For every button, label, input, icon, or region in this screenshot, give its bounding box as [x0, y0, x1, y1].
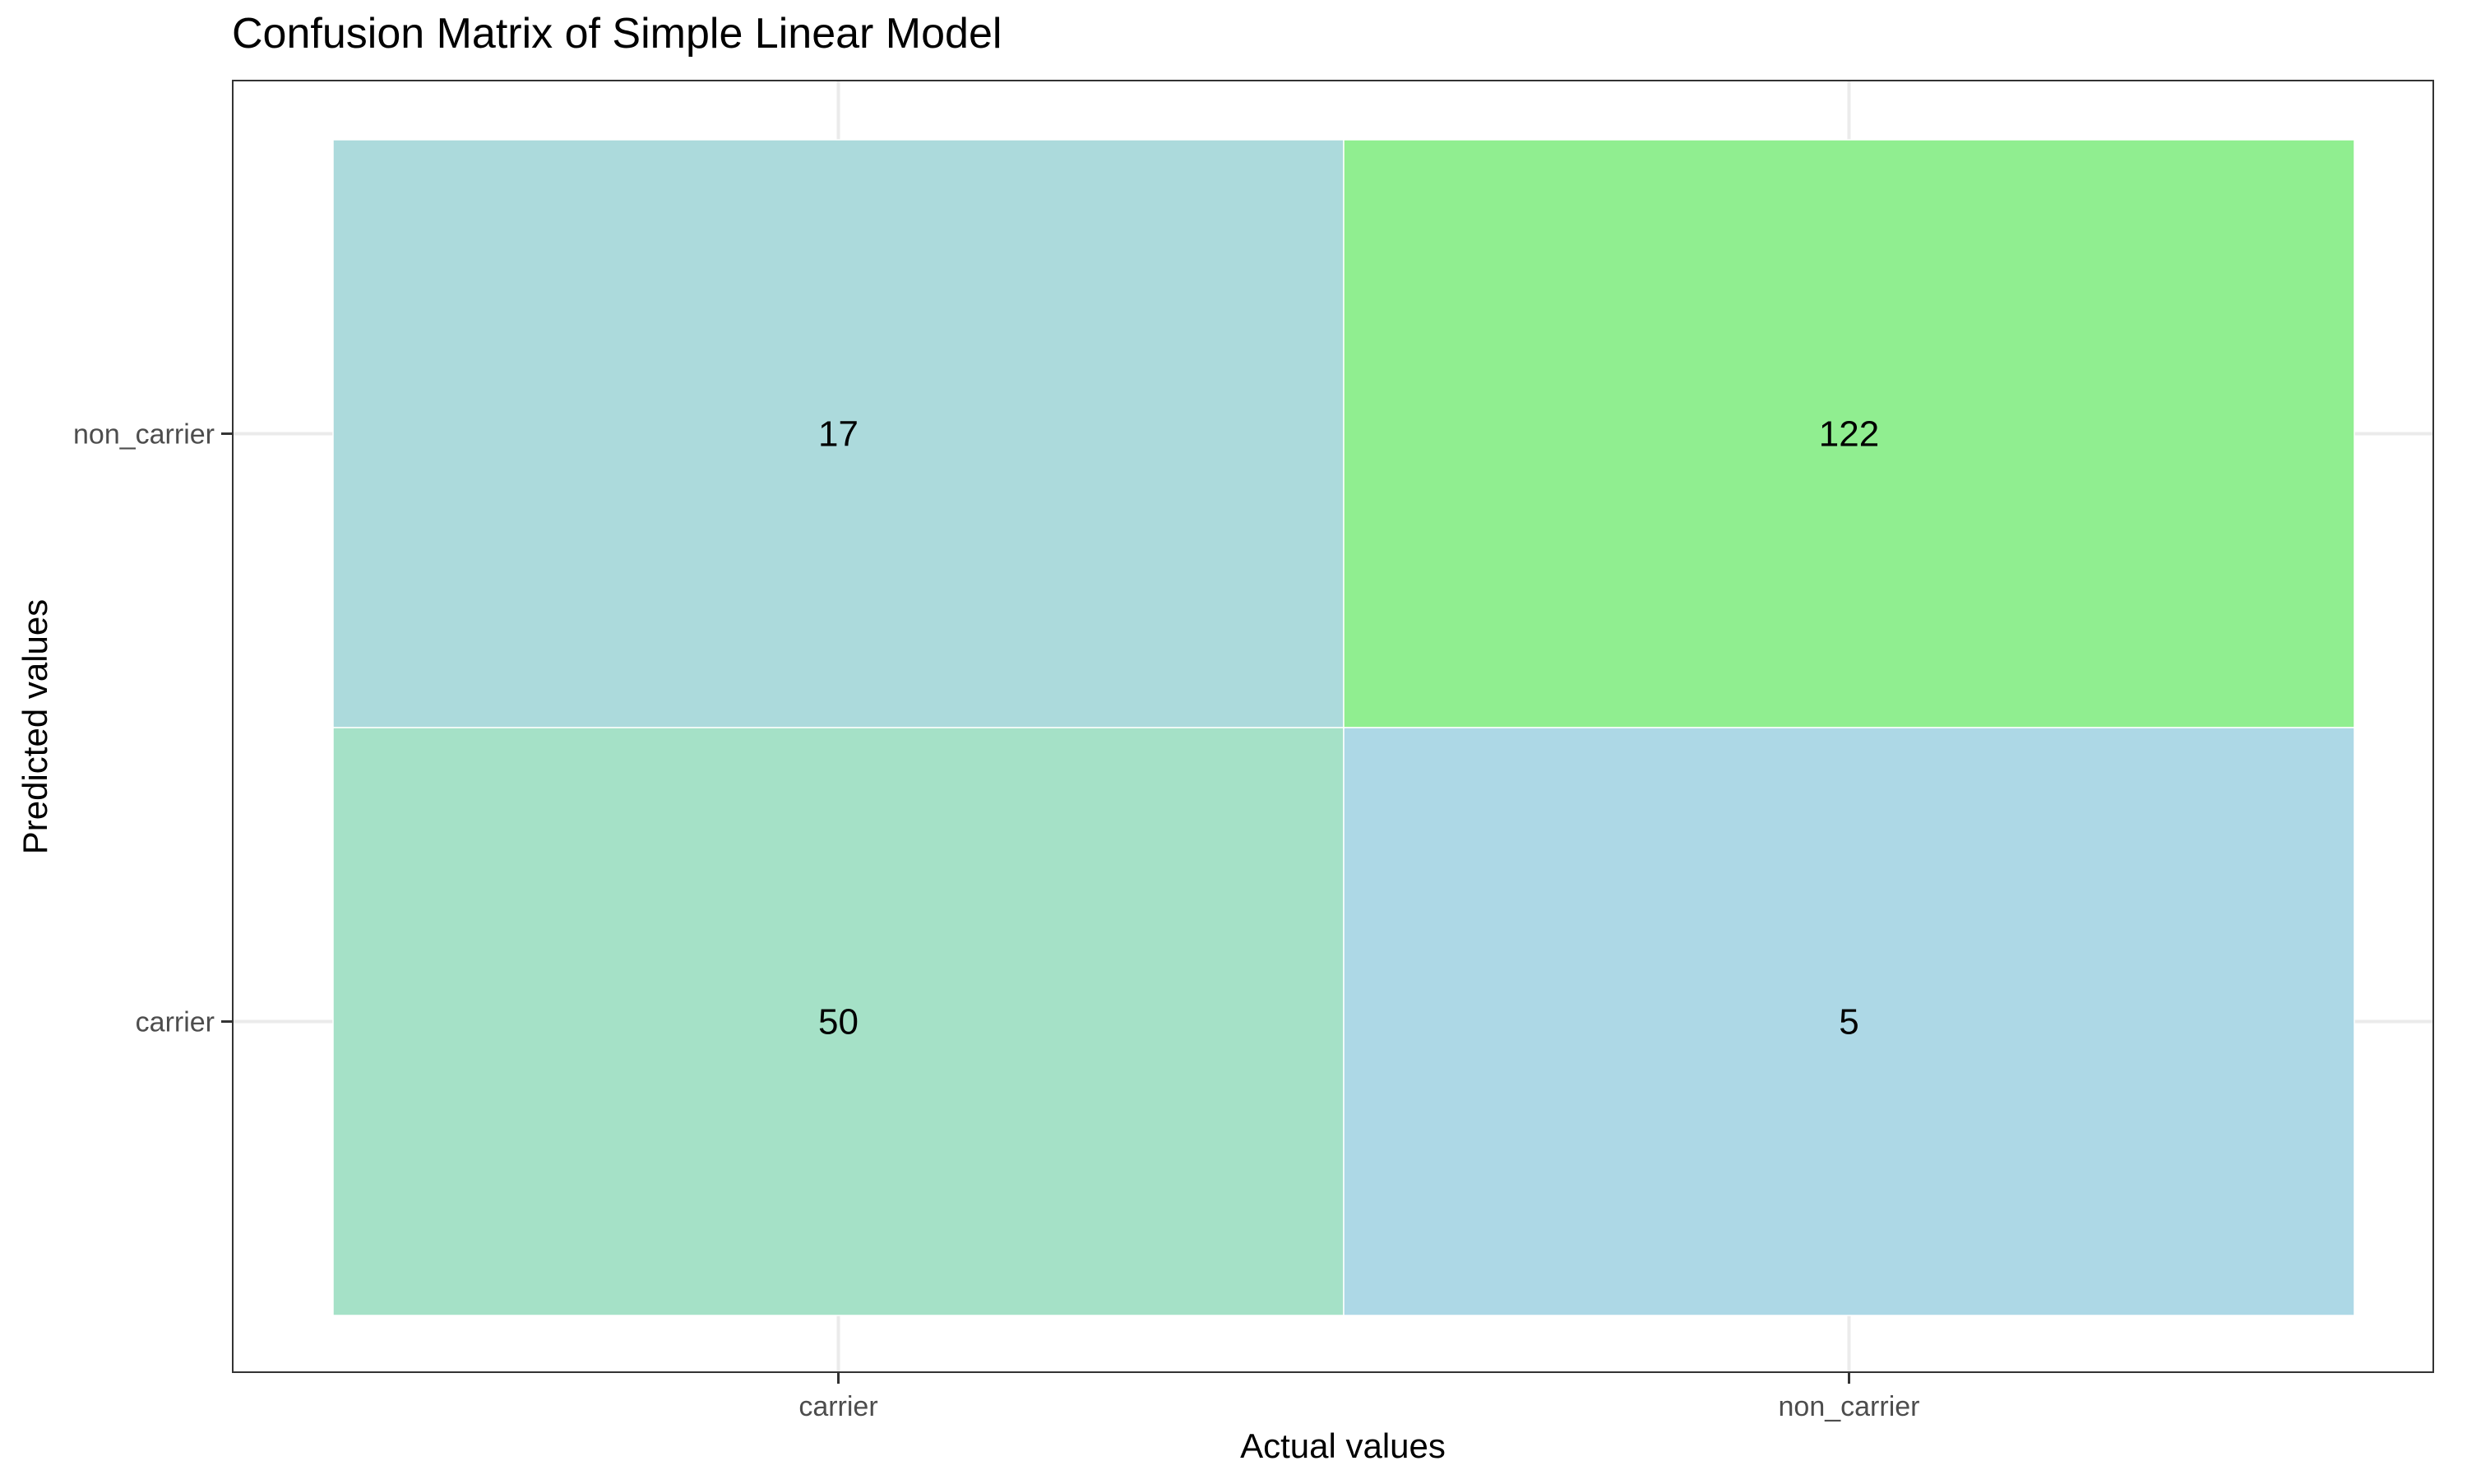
y-tick-label: non_carrier [73, 419, 215, 451]
x-axis: carrier non_carrier [798, 1372, 1919, 1422]
x-tick-label: carrier [798, 1391, 877, 1422]
heatmap-cells [332, 139, 2355, 1316]
cell-value-label: 5 [1839, 1002, 1858, 1042]
chart-title: Confusion Matrix of Simple Linear Model [232, 10, 1002, 58]
x-tick-label: non_carrier [1779, 1391, 1920, 1422]
heatmap-cell-carrier-non-carrier [1343, 727, 2355, 1316]
cell-value-label: 50 [818, 1002, 859, 1042]
cell-value-label: 122 [1819, 414, 1879, 455]
heatmap-cell-non-carrier-non-carrier [1343, 139, 2355, 728]
plot-panel-border [232, 80, 2434, 1373]
cell-value-label: 17 [818, 414, 859, 455]
x-axis-title: Actual values [1240, 1426, 1446, 1465]
cell-value-labels: 17 122 50 5 [818, 414, 1879, 1042]
y-axis-title: Predicted values [16, 599, 54, 855]
y-axis: carrier non_carrier [73, 419, 233, 1038]
heatmap-cell-carrier-carrier [332, 727, 1345, 1316]
y-tick-label: carrier [136, 1007, 215, 1038]
